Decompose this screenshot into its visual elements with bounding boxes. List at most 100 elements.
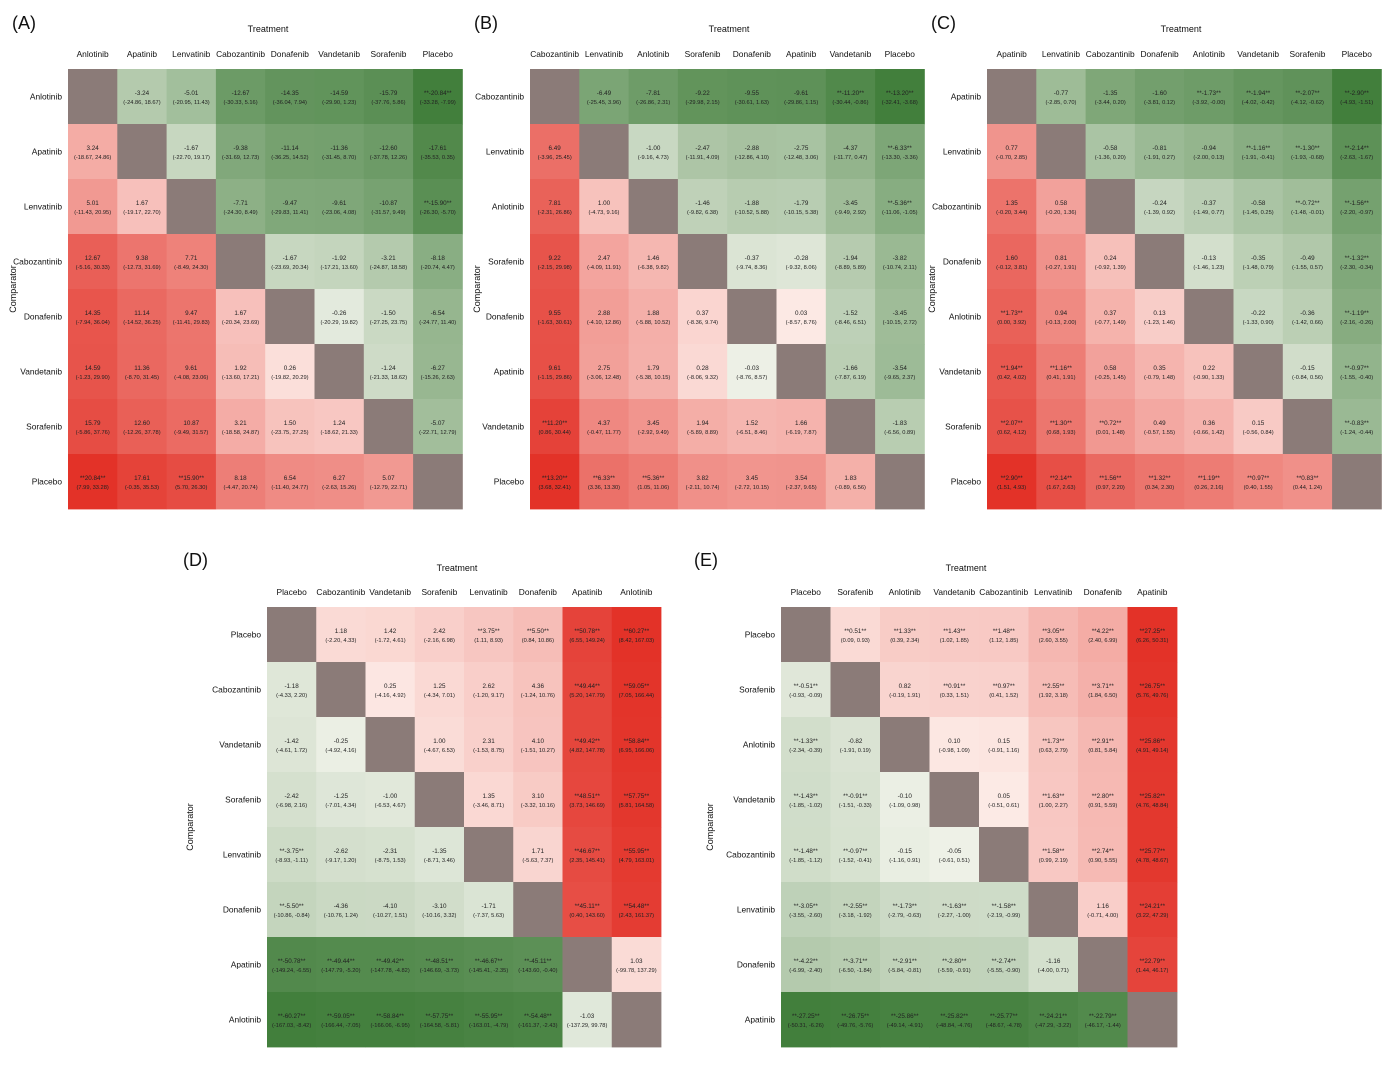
heatmap-cell [628,454,679,510]
heatmap-cell [825,289,876,345]
cell-ci: (-5.63, 7.37) [522,858,553,864]
heatmap-cell [727,179,777,235]
cell-value: 0.26 [284,365,297,372]
cell-ci: (3.22, 47.29) [1136,913,1168,919]
cell-ci: (-2.19, -0.99) [987,913,1020,919]
cell-value: -5.01 [184,90,199,97]
cell-ci: (-10.27, 1.51) [373,913,407,919]
cell-value: -0.37 [745,255,760,262]
cell-value: -2.88 [745,145,760,152]
heatmap-cell [1085,289,1136,345]
cell-value: **1.73** [1001,310,1024,317]
cell-value: **59.05** [624,683,650,690]
heatmap-cell [830,827,881,883]
cell-value: **0.91** [943,683,966,690]
row-header: Vandetanib [482,422,524,432]
cell-value: -9.47 [283,200,298,207]
cell-value: -3.45 [843,200,858,207]
cell-value: 1.42 [384,628,397,635]
row-header: Sorafenib [945,422,981,432]
cell-value: **-58.84** [376,1013,404,1020]
cell-value: **3.71** [1092,683,1115,690]
column-header: Apatinib [572,587,603,597]
cell-value: **2.91** [1092,738,1115,745]
column-header: Placebo [791,587,822,597]
cell-value: **-46.67** [475,958,503,965]
cell-value: **-3.75** [280,848,305,855]
row-header: Placebo [951,477,982,487]
heatmap-cell [413,289,463,345]
cell-value: -0.49 [1300,255,1315,262]
cell-ci: (-7.01, 4.34) [325,803,356,809]
diagonal-cell [1134,234,1185,290]
diagonal-cell [1078,937,1128,993]
row-header: Anlotinib [30,92,62,102]
heatmap-cell [68,289,118,345]
cell-ci: (-2.00, 0.13) [1193,155,1224,161]
cell-value: **-2.14** [1345,145,1370,152]
cell-value: **2.14** [1050,475,1073,482]
cell-ci: (0.84, 10.86) [522,638,554,644]
heatmap-cell [1233,179,1284,235]
heatmap-cell [825,124,876,180]
cell-ci: (-25.45, 3.96) [587,100,621,106]
diagonal-cell [530,69,580,125]
cell-value: **49.44** [574,683,600,690]
diagonal-cell [1233,344,1284,400]
cell-ci: (-2.31, 26.86) [538,210,572,216]
cell-ci: (4.91, 49.14) [1136,748,1168,754]
heatmap-cell [830,717,881,773]
cell-value: -1.25 [334,793,349,800]
diagonal-cell [628,179,679,235]
cell-value: **-48.51** [426,958,454,965]
row-header: Anlotinib [949,312,981,322]
heatmap-cell [579,179,629,235]
heatmap-panel: (C) Treatment Comparator Apatinib Lenvatinib… [927,13,1382,510]
heatmap-cell [365,772,416,828]
heatmap-cell [830,937,881,993]
panel-label: (B) [474,13,498,33]
cell-value: 0.13 [1153,310,1166,317]
cell-ci: (-6.51, 8.46) [736,430,767,436]
cell-ci: (-24.87, 18.58) [370,265,407,271]
heatmap-cell [1233,454,1284,510]
cell-value: 9.61 [549,365,562,372]
cell-value: 2.42 [433,628,446,635]
cell-value: **-4.22** [794,958,819,965]
cell-value: -1.71 [481,903,496,910]
row-header: Cabozantinib [13,257,62,267]
heatmap-cell [267,772,317,828]
heatmap-cell [1282,179,1333,235]
cell-value: -9.61 [794,90,809,97]
heatmap-cell [1332,124,1382,180]
column-header: Apatinib [786,49,817,59]
cell-ci: (-47.29, -3.22) [1035,1023,1071,1029]
heatmap-cell [1127,772,1178,828]
cell-ci: (-1.23, 29.90) [76,375,110,381]
cell-ci: (-0.47, 11.77) [587,430,621,436]
cell-ci: (0.00, 3.92) [997,320,1026,326]
cell-value: -12.60 [380,145,398,152]
cell-ci: (-4.10, 12.86) [587,320,621,326]
cell-value: -0.77 [1054,90,1069,97]
cell-value: 1.83 [844,475,857,482]
cell-value: **-0.97** [843,848,868,855]
cell-ci: (-1.91, 0.19) [840,748,871,754]
heatmap-cell [929,607,980,663]
heatmap-cell [929,937,980,993]
heatmap-cell [781,662,831,718]
heatmap-cell [825,454,876,510]
heatmap-cell [365,937,416,993]
heatmap-cell [215,289,266,345]
heatmap-cell [267,717,317,773]
cell-value: -0.94 [1202,145,1217,152]
cell-ci: (2.43, 161.37) [619,913,655,919]
cell-value: -1.03 [580,1013,595,1020]
cell-ci: (-6.19, 7.87) [786,430,817,436]
cell-value: **0.51** [844,628,867,635]
heatmap-cell [979,717,1029,773]
cell-value: 15.79 [85,420,101,427]
cell-ci: (-1.39, 0.92) [1144,210,1175,216]
cell-value: **2.55** [1042,683,1065,690]
